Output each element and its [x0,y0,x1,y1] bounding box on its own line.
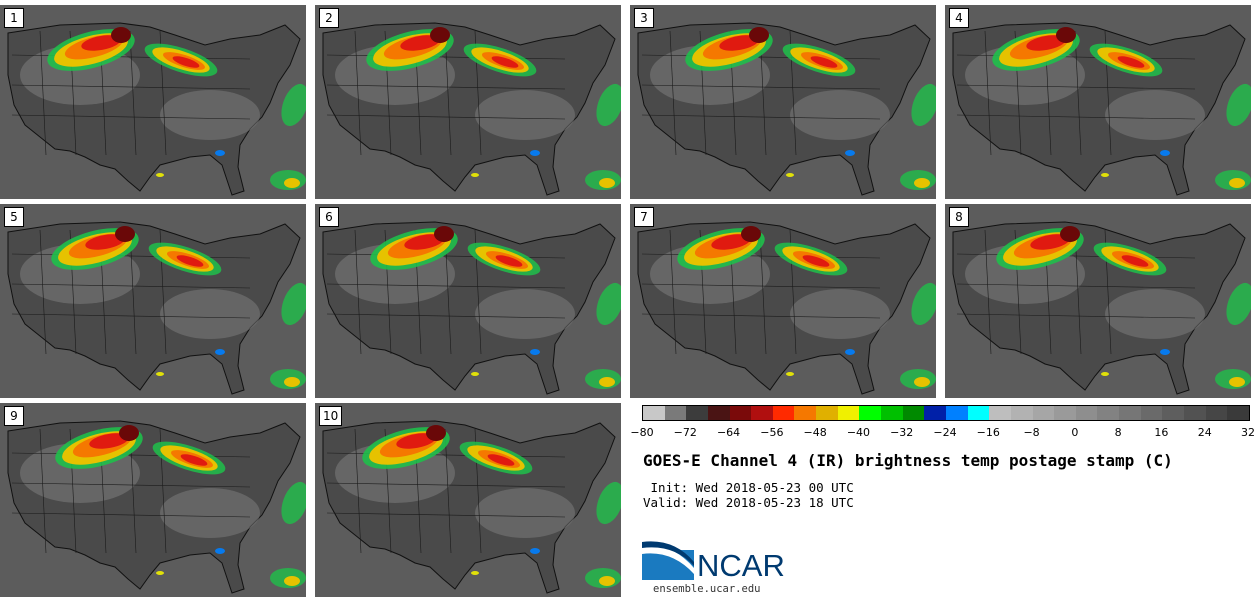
colorbar-segment [1097,406,1120,420]
colorbar-tick: −32 [890,426,914,439]
panel-number-label: 9 [4,406,24,426]
colorbar-segment [772,406,795,420]
colorbar-segment [837,406,860,420]
colorbar-segment [1054,406,1076,420]
ir-brightness-map [945,204,1251,398]
panel-number-label: 8 [949,207,969,227]
ir-brightness-map [0,5,306,199]
colorbar-segment [686,406,708,420]
forecast-panel: 1 [0,5,306,199]
colorbar-tick: −8 [1023,426,1040,439]
colorbar-segment [1119,406,1141,420]
forecast-panel: 3 [630,5,936,199]
colorbar-segment [1205,406,1228,420]
figure-title: GOES-E Channel 4 (IR) brightness temp po… [643,451,1173,470]
colorbar-segment [729,406,752,420]
colorbar-tick: −24 [933,426,957,439]
panel-number-label: 7 [634,207,654,227]
colorbar-tick: −64 [716,426,741,439]
forecast-panel: 7 [630,204,936,398]
colorbar-segment [707,406,730,420]
ncar-wordmark: NCAR [697,548,785,583]
ir-brightness-map [630,204,936,398]
panel-number-label: 4 [949,8,969,28]
colorbar-tick: −40 [846,426,871,439]
forecast-panel: 10 [315,403,621,597]
forecast-panel: 9 [0,403,306,597]
colorbar-tick: −56 [760,426,784,439]
panel-number-label: 3 [634,8,654,28]
colorbar-segment [967,406,990,420]
colorbar-segment [881,406,903,420]
panel-number-label: 2 [319,8,339,28]
colorbar-segment [1140,406,1163,420]
colorbar-segment [816,406,838,420]
panel-number-label: 10 [319,406,343,426]
colorbar-segment [1075,406,1098,420]
ir-brightness-map [630,5,936,199]
colorbar-segment [859,406,882,420]
forecast-panel: 8 [945,204,1251,398]
colorbar-segment [664,406,687,420]
forecast-panel: 6 [315,204,621,398]
colorbar [642,405,1250,421]
init-time: Init: Wed 2018-05-23 00 UTC [643,480,854,495]
colorbar-segment [794,406,817,420]
ncar-logo-icon [642,541,694,580]
colorbar-segment [1227,406,1249,420]
colorbar-tick: −72 [673,426,697,439]
colorbar-segment [1184,406,1206,420]
colorbar-tick: 24 [1197,426,1212,439]
colorbar-tick: 16 [1154,426,1169,439]
valid-time: Valid: Wed 2018-05-23 18 UTC [643,495,854,510]
forecast-panel: 4 [945,5,1251,199]
colorbar-segment [1032,406,1055,420]
ir-brightness-map [315,403,621,597]
ir-brightness-map [0,403,306,597]
colorbar-tick: −16 [976,426,1000,439]
panel-number-label: 6 [319,207,339,227]
colorbar-segment [751,406,773,420]
colorbar-tick: 8 [1114,426,1122,439]
ir-brightness-map [315,5,621,199]
ir-brightness-map [315,204,621,398]
colorbar-tick: −48 [803,426,827,439]
colorbar-tick-labels: −80 −72 −64 −56 −48 −40 −32 −24 −16 −8 0 8 16 24 32 [630,426,1255,442]
panel-number-label: 1 [4,8,24,28]
colorbar-segment [989,406,1011,420]
ensemble-url[interactable]: ensemble.ucar.edu [653,583,761,595]
colorbar-tick: 32 [1241,426,1255,439]
colorbar-tick: −80 [630,426,654,439]
colorbar-segment [945,406,968,420]
colorbar-segment [643,406,665,420]
ir-brightness-map [0,204,306,398]
colorbar-tick: 0 [1071,426,1079,439]
forecast-panel: 5 [0,204,306,398]
ir-brightness-map [945,5,1251,199]
colorbar-segment [1010,406,1033,420]
panel-number-label: 5 [4,207,24,227]
colorbar-segment [924,406,946,420]
forecast-panel: 2 [315,5,621,199]
colorbar-segment [1162,406,1185,420]
colorbar-segment [902,406,925,420]
